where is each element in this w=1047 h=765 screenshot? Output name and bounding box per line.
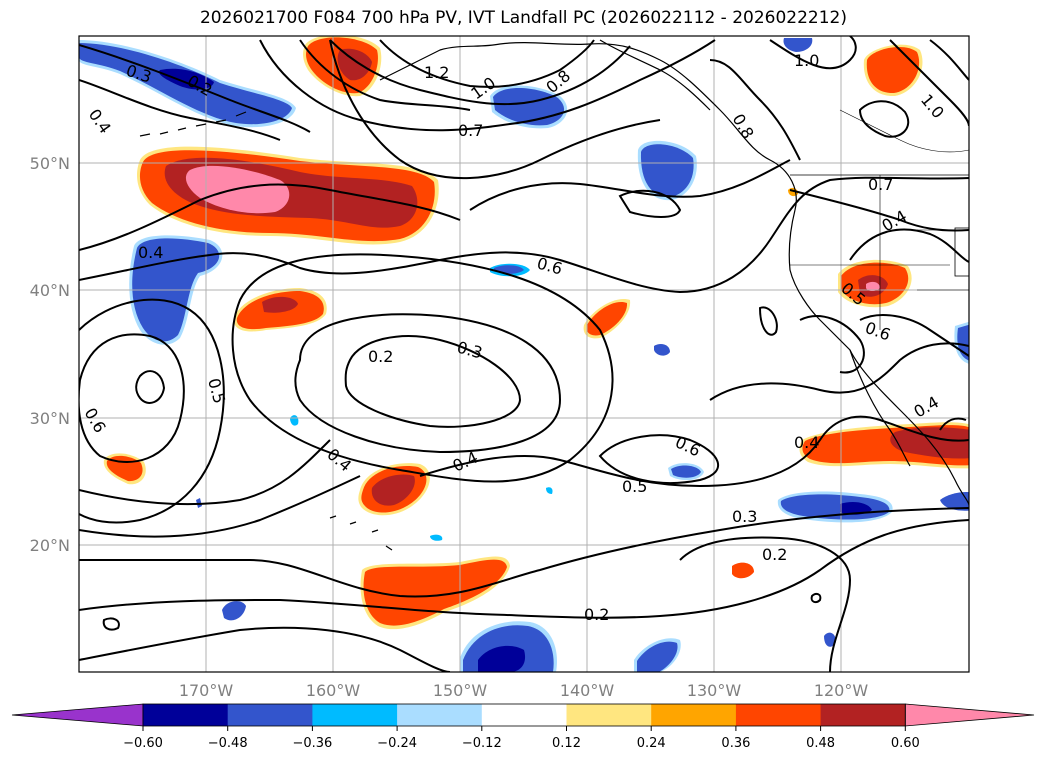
colorbar-tick-label: −0.60 [123,736,163,751]
contour-label: 0.3 [732,507,757,526]
colorbar-tick-label: 0.24 [637,736,666,751]
colorbar-frame [142,703,906,727]
colorbar-tick-label: −0.24 [377,736,417,751]
contour-label: 1.0 [794,51,819,70]
map-frame [78,35,970,673]
lat-label: 50°N [30,154,70,173]
colorbar-tick-label: 0.60 [891,736,920,751]
colorbar-tick-label: −0.48 [208,736,248,751]
colorbar-tick-label: 0.12 [552,736,581,751]
positive-anomaly-shading [103,36,969,630]
contour-label: 0.2 [762,545,787,564]
lat-label: 20°N [30,536,70,555]
lon-label: 130°W [687,681,742,700]
colorbar-segment [312,704,398,726]
colorbar-segment [820,704,906,726]
lon-label: 140°W [560,681,615,700]
graticule [79,36,969,672]
colorbar-tick-label: −0.36 [292,736,332,751]
colorbar-segment [651,704,737,726]
contour-label: 0.5 [622,477,647,496]
colorbar-extend-low [11,703,144,727]
colorbar-tick-label: 0.48 [806,736,835,751]
contour-label: 0.4 [794,433,819,452]
map-area: 0.3 0.2 0.4 1.2 1.0 0.8 0.7 0.8 1.0 1.0 … [79,36,969,672]
contour-label: 0.4 [138,243,163,262]
lon-label: 160°W [306,681,361,700]
latitude-labels: 50°N 40°N 30°N 20°N [30,154,70,555]
map-title: 2026021700 F084 700 hPa PV, IVT Landfall… [199,8,847,28]
pv-contours [79,36,969,672]
longitude-labels: 170°W 160°W 150°W 140°W 130°W 120°W [179,681,869,700]
colorbar-segment [143,704,229,726]
colorbar-segment [481,704,567,726]
lon-label: 150°W [433,681,488,700]
contour-label: 0.2 [584,605,609,624]
contour-label: 0.7 [868,175,893,194]
colorbar-extend-high [904,703,1035,727]
contour-label: 1.2 [424,63,449,82]
colorbar-tick-label: −0.12 [462,736,502,751]
colorbar-segment [735,704,822,726]
colorbar-segment [227,704,313,726]
lat-label: 40°N [30,281,70,300]
lon-label: 170°W [179,681,234,700]
lon-label: 120°W [814,681,869,700]
colorbar: −0.60 −0.48 −0.36 −0.24 −0.12 0.12 0.24 0.36 0.4… [11,703,1035,751]
colorbar-tick-label: 0.36 [721,736,750,751]
contour-label: 0.2 [368,347,393,366]
contour-label: 0.7 [458,121,483,140]
colorbar-segment [397,704,483,726]
lat-label: 30°N [30,409,70,428]
colorbar-segment [566,704,652,726]
